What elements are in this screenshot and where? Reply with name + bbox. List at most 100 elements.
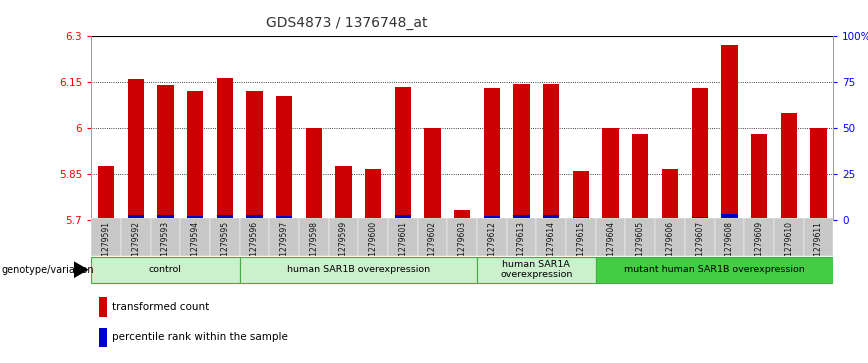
Bar	[299, 218, 329, 256]
Bar	[335, 166, 352, 220]
Bar	[477, 218, 507, 256]
Bar	[483, 88, 500, 220]
Bar	[780, 218, 797, 220]
Bar	[721, 214, 738, 220]
Bar	[626, 218, 655, 256]
Bar	[774, 218, 804, 256]
Bar	[780, 113, 797, 220]
Bar	[454, 211, 470, 220]
Bar	[210, 218, 240, 256]
Bar	[240, 218, 269, 256]
Bar	[595, 218, 626, 256]
Text: GSM1279611: GSM1279611	[814, 221, 823, 272]
Bar	[477, 257, 595, 284]
Text: GSM1279603: GSM1279603	[457, 221, 467, 272]
Text: GSM1279594: GSM1279594	[191, 221, 200, 272]
Bar	[335, 218, 352, 220]
Bar	[181, 218, 210, 256]
Text: GSM1279599: GSM1279599	[339, 221, 348, 272]
Bar	[810, 219, 826, 220]
Bar	[751, 218, 767, 220]
Bar	[424, 218, 441, 220]
Bar	[91, 257, 240, 284]
Bar	[99, 328, 108, 347]
Bar	[507, 218, 536, 256]
Bar	[692, 88, 708, 220]
Bar	[216, 78, 233, 220]
Bar	[247, 216, 263, 220]
Bar	[98, 166, 115, 220]
Bar	[655, 218, 685, 256]
Bar	[566, 218, 595, 256]
Text: GSM1279591: GSM1279591	[102, 221, 110, 272]
Bar	[424, 128, 441, 220]
Bar	[602, 218, 619, 220]
Bar	[602, 128, 619, 220]
Bar	[543, 83, 560, 220]
Bar	[358, 218, 388, 256]
Bar	[365, 169, 381, 220]
Bar	[306, 218, 322, 220]
Text: human SAR1A
overexpression: human SAR1A overexpression	[500, 260, 573, 279]
Bar	[632, 218, 648, 220]
Bar	[157, 85, 174, 220]
Text: GDS4873 / 1376748_at: GDS4873 / 1376748_at	[266, 16, 428, 30]
Bar	[240, 257, 477, 284]
Text: GSM1279601: GSM1279601	[398, 221, 407, 272]
Bar	[721, 45, 738, 220]
Bar	[804, 218, 833, 256]
Text: GSM1279596: GSM1279596	[250, 221, 259, 272]
Bar	[128, 216, 144, 220]
Bar	[692, 217, 708, 220]
Text: GSM1279606: GSM1279606	[666, 221, 674, 272]
Bar	[276, 216, 293, 220]
Bar	[157, 215, 174, 220]
Bar	[306, 128, 322, 220]
Bar	[447, 218, 477, 256]
Bar	[573, 171, 589, 220]
Bar	[573, 217, 589, 220]
Text: GSM1279593: GSM1279593	[161, 221, 170, 272]
Text: GSM1279598: GSM1279598	[309, 221, 319, 272]
Text: GSM1279608: GSM1279608	[725, 221, 733, 272]
Bar	[632, 134, 648, 220]
Text: GSM1279609: GSM1279609	[754, 221, 764, 272]
Bar	[128, 79, 144, 220]
Bar	[744, 218, 774, 256]
Bar	[365, 219, 381, 220]
Bar	[513, 83, 529, 220]
Text: GSM1279604: GSM1279604	[606, 221, 615, 272]
Bar	[276, 96, 293, 220]
Bar	[661, 169, 678, 220]
Bar	[751, 134, 767, 220]
Bar	[395, 87, 411, 220]
Bar	[98, 219, 115, 220]
Bar	[99, 297, 108, 317]
Polygon shape	[74, 261, 89, 278]
Text: mutant human SAR1B overexpression: mutant human SAR1B overexpression	[624, 265, 805, 274]
Text: GSM1279597: GSM1279597	[279, 221, 288, 272]
Bar	[810, 128, 826, 220]
Text: GSM1279595: GSM1279595	[220, 221, 229, 272]
Bar	[543, 215, 560, 220]
Text: GSM1279592: GSM1279592	[131, 221, 140, 272]
Bar	[595, 257, 833, 284]
Bar	[395, 215, 411, 220]
Bar	[269, 218, 299, 256]
Bar	[329, 218, 358, 256]
Bar	[661, 219, 678, 220]
Bar	[150, 218, 181, 256]
Bar	[536, 218, 566, 256]
Text: genotype/variation: genotype/variation	[2, 265, 95, 276]
Text: human SAR1B overexpression: human SAR1B overexpression	[286, 265, 430, 274]
Text: percentile rank within the sample: percentile rank within the sample	[112, 332, 288, 342]
Bar	[418, 218, 447, 256]
Bar	[714, 218, 744, 256]
Text: GSM1279612: GSM1279612	[488, 221, 496, 272]
Text: transformed count: transformed count	[112, 302, 209, 312]
Bar	[216, 215, 233, 220]
Text: control: control	[149, 265, 181, 274]
Bar	[454, 219, 470, 220]
Text: GSM1279613: GSM1279613	[517, 221, 526, 272]
Bar	[121, 218, 150, 256]
